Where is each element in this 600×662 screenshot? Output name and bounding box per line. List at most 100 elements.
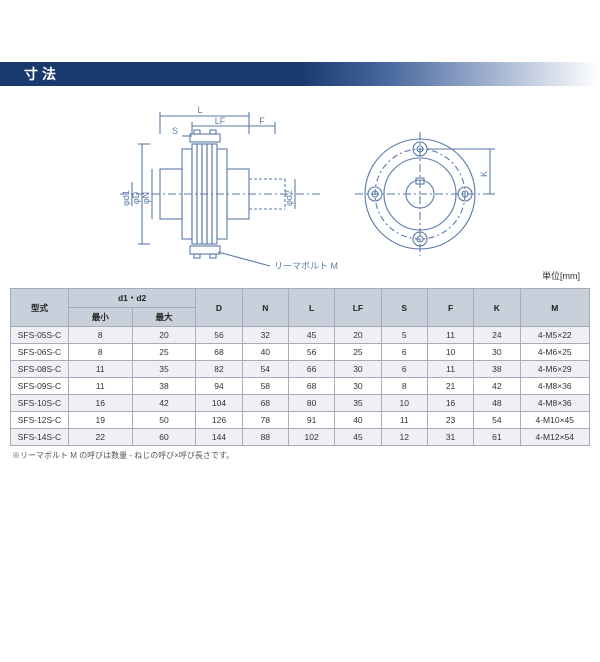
cell-D: 82	[196, 361, 242, 378]
dim-L: L	[197, 105, 202, 115]
cell-S: 11	[381, 412, 427, 429]
cell-L: 45	[288, 327, 334, 344]
section-header: 寸法	[0, 62, 600, 86]
cell-L: 91	[288, 412, 334, 429]
cell-LF: 25	[335, 344, 381, 361]
cell-max: 42	[132, 395, 196, 412]
cell-max: 35	[132, 361, 196, 378]
cell-min: 19	[68, 412, 132, 429]
cell-K: 30	[474, 344, 520, 361]
cell-D: 94	[196, 378, 242, 395]
table-row: SFS-10S-C16421046880351016484-M8×36	[11, 395, 590, 412]
cell-LF: 35	[335, 395, 381, 412]
cell-N: 54	[242, 361, 288, 378]
cell-M: 4-M8×36	[520, 395, 589, 412]
cell-S: 5	[381, 327, 427, 344]
table-head: 型式 d1・d2 D N L LF S F K M 最小 最大	[11, 289, 590, 327]
cell-M: 4-M6×25	[520, 344, 589, 361]
cell-N: 78	[242, 412, 288, 429]
cell-model: SFS-10S-C	[11, 395, 69, 412]
cell-S: 12	[381, 429, 427, 446]
dim-phid2: φd2	[284, 190, 294, 206]
cell-L: 56	[288, 344, 334, 361]
cell-N: 68	[242, 395, 288, 412]
cell-L: 102	[288, 429, 334, 446]
footnote: ※リーマボルト M の呼びは数量 - ねじの呼び×呼び長さです。	[0, 446, 600, 465]
dim-F: F	[259, 116, 265, 126]
table-row: SFS-14S-C226014488102451231614-M12×54	[11, 429, 590, 446]
cell-max: 38	[132, 378, 196, 395]
cell-D: 68	[196, 344, 242, 361]
th-K: K	[474, 289, 520, 327]
cell-F: 23	[427, 412, 473, 429]
cell-S: 6	[381, 361, 427, 378]
cell-N: 58	[242, 378, 288, 395]
th-d1d2: d1・d2	[68, 289, 195, 308]
th-F: F	[427, 289, 473, 327]
cell-F: 21	[427, 378, 473, 395]
cell-min: 16	[68, 395, 132, 412]
cell-M: 4-M12×54	[520, 429, 589, 446]
table-row: SFS-06S-C82568405625610304-M6×25	[11, 344, 590, 361]
th-M: M	[520, 289, 589, 327]
cell-min: 11	[68, 361, 132, 378]
cell-D: 126	[196, 412, 242, 429]
th-N: N	[242, 289, 288, 327]
cell-M: 4-M10×45	[520, 412, 589, 429]
table-body: SFS-05S-C82056324520511244-M5×22SFS-06S-…	[11, 327, 590, 446]
bolt-label: リーマボルト M	[274, 261, 338, 271]
cell-S: 10	[381, 395, 427, 412]
cell-LF: 30	[335, 361, 381, 378]
dim-LF: LF	[215, 116, 226, 126]
cell-LF: 40	[335, 412, 381, 429]
cell-K: 48	[474, 395, 520, 412]
dim-phid1: φd1	[121, 190, 131, 206]
section-title: 寸法	[0, 62, 600, 86]
th-model: 型式	[11, 289, 69, 327]
cell-M: 4-M8×36	[520, 378, 589, 395]
cell-max: 60	[132, 429, 196, 446]
cell-LF: 30	[335, 378, 381, 395]
cell-min: 8	[68, 344, 132, 361]
th-d1d2-max: 最大	[132, 308, 196, 327]
cell-N: 88	[242, 429, 288, 446]
dim-K: K	[479, 171, 489, 177]
cell-M: 4-M6×29	[520, 361, 589, 378]
cell-F: 11	[427, 361, 473, 378]
cell-N: 40	[242, 344, 288, 361]
cell-S: 8	[381, 378, 427, 395]
cell-model: SFS-06S-C	[11, 344, 69, 361]
cell-max: 20	[132, 327, 196, 344]
cell-M: 4-M5×22	[520, 327, 589, 344]
cell-max: 50	[132, 412, 196, 429]
cell-K: 42	[474, 378, 520, 395]
cell-K: 61	[474, 429, 520, 446]
cell-L: 66	[288, 361, 334, 378]
unit-label: 単位[mm]	[542, 269, 580, 282]
diagram-area: L LF F S φD φN φd1 φd2 リーマボルト M	[0, 94, 600, 284]
cell-D: 104	[196, 395, 242, 412]
cell-model: SFS-09S-C	[11, 378, 69, 395]
cell-max: 25	[132, 344, 196, 361]
cell-F: 10	[427, 344, 473, 361]
cell-F: 31	[427, 429, 473, 446]
cell-D: 144	[196, 429, 242, 446]
cell-K: 38	[474, 361, 520, 378]
cell-model: SFS-14S-C	[11, 429, 69, 446]
cell-D: 56	[196, 327, 242, 344]
cell-model: SFS-08S-C	[11, 361, 69, 378]
dim-S: S	[172, 126, 178, 136]
table-row: SFS-12S-C19501267891401123544-M10×45	[11, 412, 590, 429]
th-d1d2-min: 最小	[68, 308, 132, 327]
cell-min: 11	[68, 378, 132, 395]
th-D: D	[196, 289, 242, 327]
dimensions-table-wrap: 型式 d1・d2 D N L LF S F K M 最小 最大 SFS-05S-…	[0, 288, 600, 446]
technical-drawing: L LF F S φD φN φd1 φd2 リーマボルト M	[90, 94, 510, 274]
cell-model: SFS-05S-C	[11, 327, 69, 344]
dim-phiN: φN	[141, 192, 151, 204]
cell-LF: 20	[335, 327, 381, 344]
cell-L: 80	[288, 395, 334, 412]
cell-L: 68	[288, 378, 334, 395]
cell-K: 54	[474, 412, 520, 429]
cell-N: 32	[242, 327, 288, 344]
